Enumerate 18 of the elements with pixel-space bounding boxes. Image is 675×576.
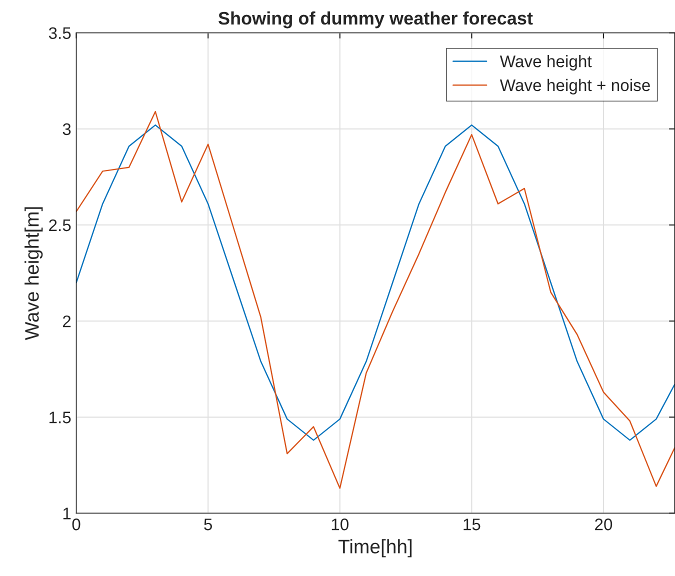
y-tick-label: 3 (62, 123, 71, 136)
x-tick-label: 0 (72, 518, 80, 530)
x-tick-label: 15 (464, 518, 480, 530)
x-axis-title: Time[hh] (338, 539, 412, 558)
y-tick-label: 1 (63, 508, 71, 520)
x-tick-label: 20 (595, 518, 612, 530)
line-series (76, 124, 675, 441)
legend-label: Wave height (500, 55, 592, 71)
y-tick-label: 3.5 (48, 27, 71, 40)
y-tick-label: 2 (62, 315, 71, 328)
line-series (76, 110, 675, 489)
chart-title: Showing of dummy weather forecast (218, 11, 533, 28)
y-tick-label: 2.5 (49, 219, 71, 232)
y-axis-title: Wave height[m] (24, 207, 43, 340)
legend-label: Wave height + noise (500, 78, 650, 94)
y-tick-label: 1.5 (50, 412, 71, 424)
x-tick-label: 10 (332, 518, 348, 530)
x-tick-label: 5 (204, 518, 212, 530)
